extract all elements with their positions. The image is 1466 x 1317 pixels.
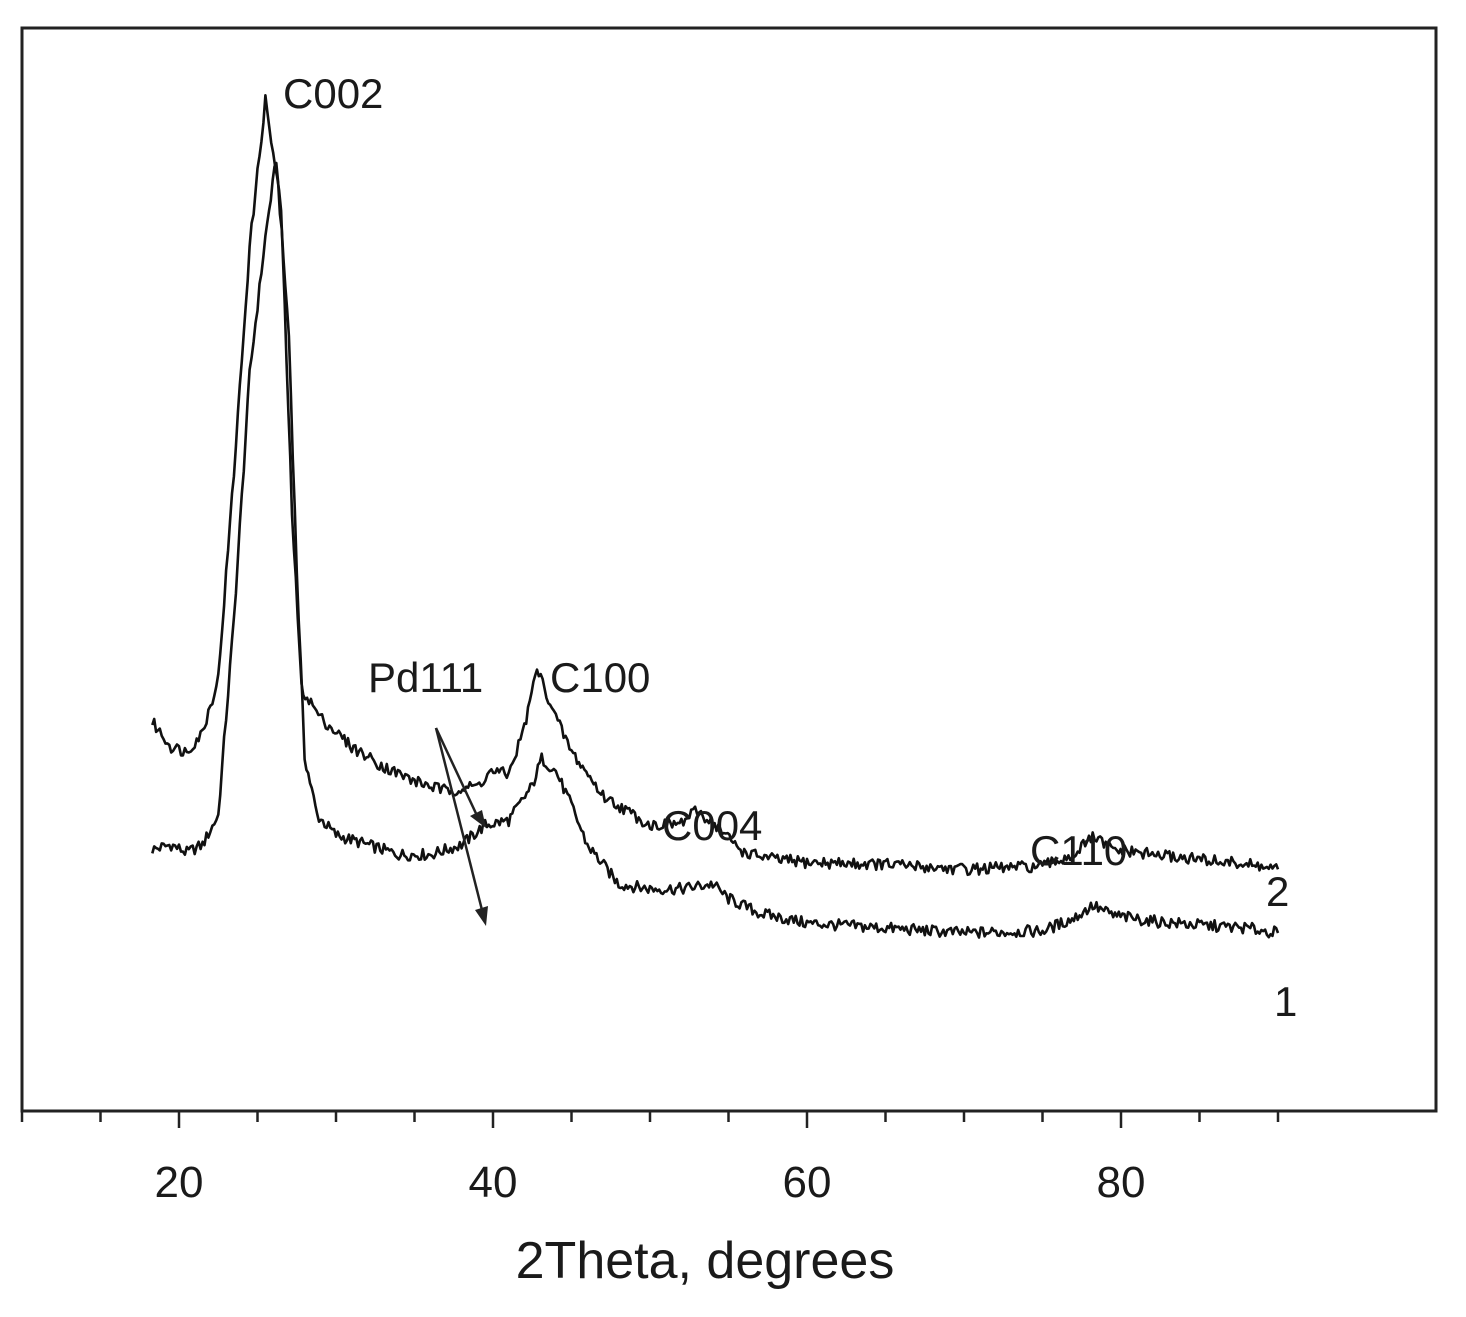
- pd111-arrow-lower: [434, 727, 486, 919]
- plot-frame: [20, 26, 1438, 1113]
- x-axis-tick-labels: 20 40 60 80: [155, 1158, 1146, 1207]
- peak-label-c110: C110: [1030, 827, 1127, 874]
- curve-label-2: 2: [1266, 868, 1289, 915]
- series-lines: [151, 94, 1280, 939]
- peak-label-pd111: Pd111: [368, 654, 483, 701]
- x-tick-label: 60: [783, 1158, 832, 1207]
- peak-label-c002: C002: [283, 70, 383, 117]
- peak-label-c004: C004: [662, 802, 762, 849]
- x-axis-title: 2Theta, degrees: [516, 1232, 895, 1290]
- x-tick-label: 40: [469, 1158, 518, 1207]
- pd111-arrowhead-lower: [475, 906, 488, 926]
- pd111-arrows: [434, 727, 488, 926]
- pd111-arrowhead-upper: [470, 810, 486, 828]
- peak-label-c100: C100: [550, 654, 650, 701]
- series-line-1: [151, 161, 1280, 939]
- pd111-arrow-upper: [434, 727, 482, 823]
- x-tick-label: 80: [1097, 1158, 1146, 1207]
- curve-label-1: 1: [1274, 978, 1297, 1025]
- series-line-2: [151, 94, 1280, 877]
- x-axis-ticks: [20, 1111, 1280, 1128]
- x-tick-label: 20: [155, 1158, 204, 1207]
